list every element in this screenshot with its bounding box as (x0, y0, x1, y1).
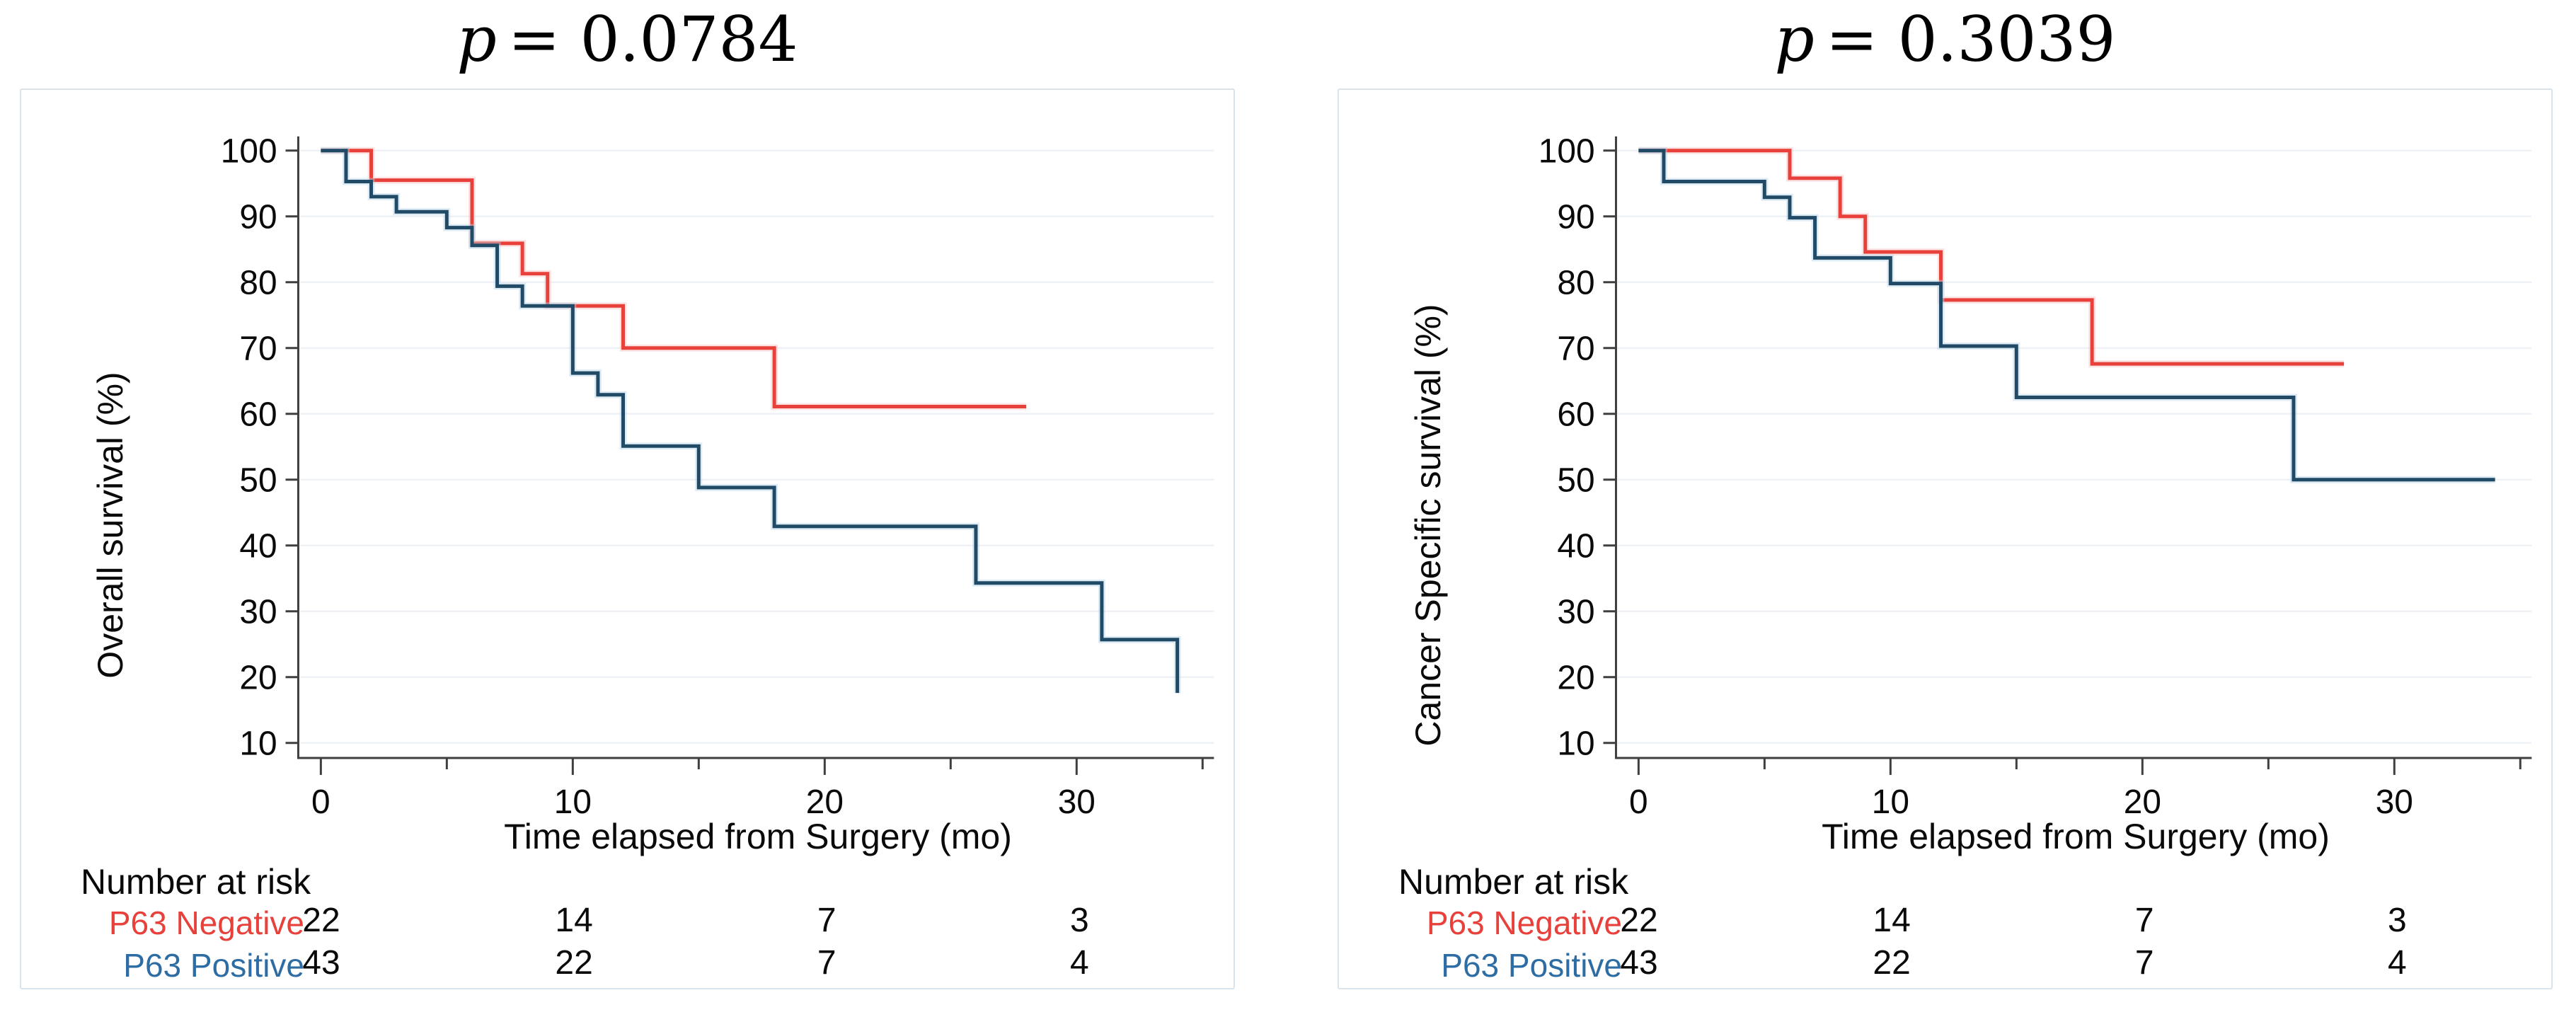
risk-row-label-p63-positive: P63 Positive (1441, 947, 1622, 984)
risk-table-header: Number at risk (81, 862, 311, 902)
risk-count: 22 (1620, 902, 1658, 939)
x-axis-title: Time elapsed from Surgery (mo) (1822, 817, 2330, 856)
x-tick-label: 20 (2124, 783, 2161, 821)
risk-table-header: Number at risk (1398, 862, 1629, 902)
pvalue-text: = 0.0784 (507, 3, 798, 76)
y-tick-label: 60 (239, 396, 277, 434)
risk-count: 22 (555, 944, 593, 982)
km-curve-p63-negative (321, 149, 1027, 408)
km-curve-p63-negative (1638, 149, 2345, 366)
x-tick-label: 0 (311, 783, 330, 821)
overall-survival-panel: 100 90 80 70 60 50 40 30 20 10 0 10 20 30 Overall sur… (20, 88, 1235, 989)
risk-count: 7 (2134, 902, 2154, 939)
y-tick-label: 70 (1557, 331, 1594, 368)
x-tick-label: 20 (806, 783, 844, 821)
y-tick-label: 80 (239, 265, 277, 302)
risk-row-label-p63-negative: P63 Negative (108, 904, 304, 941)
cancer-specific-survival-panel: 100 90 80 70 60 50 40 30 20 10 0 10 20 30 Cancer Spec… (1338, 88, 2553, 989)
pvalue-symbol: p (456, 3, 497, 76)
y-tick-label: 30 (1557, 594, 1594, 631)
y-tick-label: 20 (1557, 660, 1594, 697)
y-tick-label: 20 (239, 660, 277, 697)
y-tick-label: 10 (1557, 725, 1594, 763)
x-tick-label: 30 (2376, 783, 2413, 821)
y-tick-label: 90 (1557, 199, 1594, 236)
risk-count: 43 (302, 944, 340, 982)
risk-count: 7 (817, 902, 836, 939)
km-curve-p63-positive (321, 149, 1180, 694)
risk-count: 22 (1873, 944, 1911, 982)
y-tick-label: 70 (239, 331, 277, 368)
y-tick-label: 100 (1539, 133, 1595, 171)
risk-count: 3 (1069, 902, 1089, 939)
km-curve-glow-p63-positive (1638, 146, 2495, 483)
y-tick-label: 90 (239, 199, 277, 236)
y-tick-label: 30 (239, 594, 277, 631)
x-tick-label: 0 (1629, 783, 1648, 821)
x-tick-label: 10 (554, 783, 592, 821)
y-axis-title: Overall survival (%) (91, 372, 130, 679)
risk-count: 14 (1873, 902, 1911, 939)
y-tick-label: 60 (1557, 396, 1594, 434)
risk-count: 7 (817, 944, 836, 982)
pvalue-symbol: p (1774, 3, 1815, 76)
risk-count: 14 (555, 902, 593, 939)
risk-row-label-p63-negative: P63 Negative (1426, 904, 1622, 941)
risk-count: 4 (1069, 944, 1089, 982)
risk-count: 7 (2134, 944, 2154, 982)
overall-survival-pvalue-title: p = 0.0784 (20, 0, 1235, 79)
y-axis-title: Cancer Specific survival (%) (1408, 304, 1448, 747)
x-axis-title: Time elapsed from Surgery (mo) (504, 817, 1012, 856)
risk-count: 4 (2387, 944, 2407, 982)
risk-count: 3 (2387, 902, 2407, 939)
risk-row-label-p63-positive: P63 Positive (123, 947, 304, 984)
y-tick-label: 80 (1557, 265, 1594, 302)
y-tick-label: 100 (221, 133, 277, 171)
y-tick-label: 50 (239, 462, 277, 500)
risk-count: 43 (1620, 944, 1658, 982)
y-tick-label: 50 (1557, 462, 1594, 500)
pvalue-text: = 0.3039 (1825, 3, 2116, 76)
y-tick-label: 40 (239, 528, 277, 565)
cancer-specific-pvalue-title: p = 0.3039 (1338, 0, 2553, 79)
km-curve-glow-p63-negative (321, 146, 1027, 410)
km-curve-p63-positive (1638, 149, 2495, 482)
x-tick-label: 10 (1872, 783, 1909, 821)
x-tick-label: 30 (1058, 783, 1096, 821)
y-tick-label: 40 (1557, 528, 1594, 565)
y-tick-label: 10 (239, 725, 277, 763)
risk-count: 22 (302, 902, 340, 939)
